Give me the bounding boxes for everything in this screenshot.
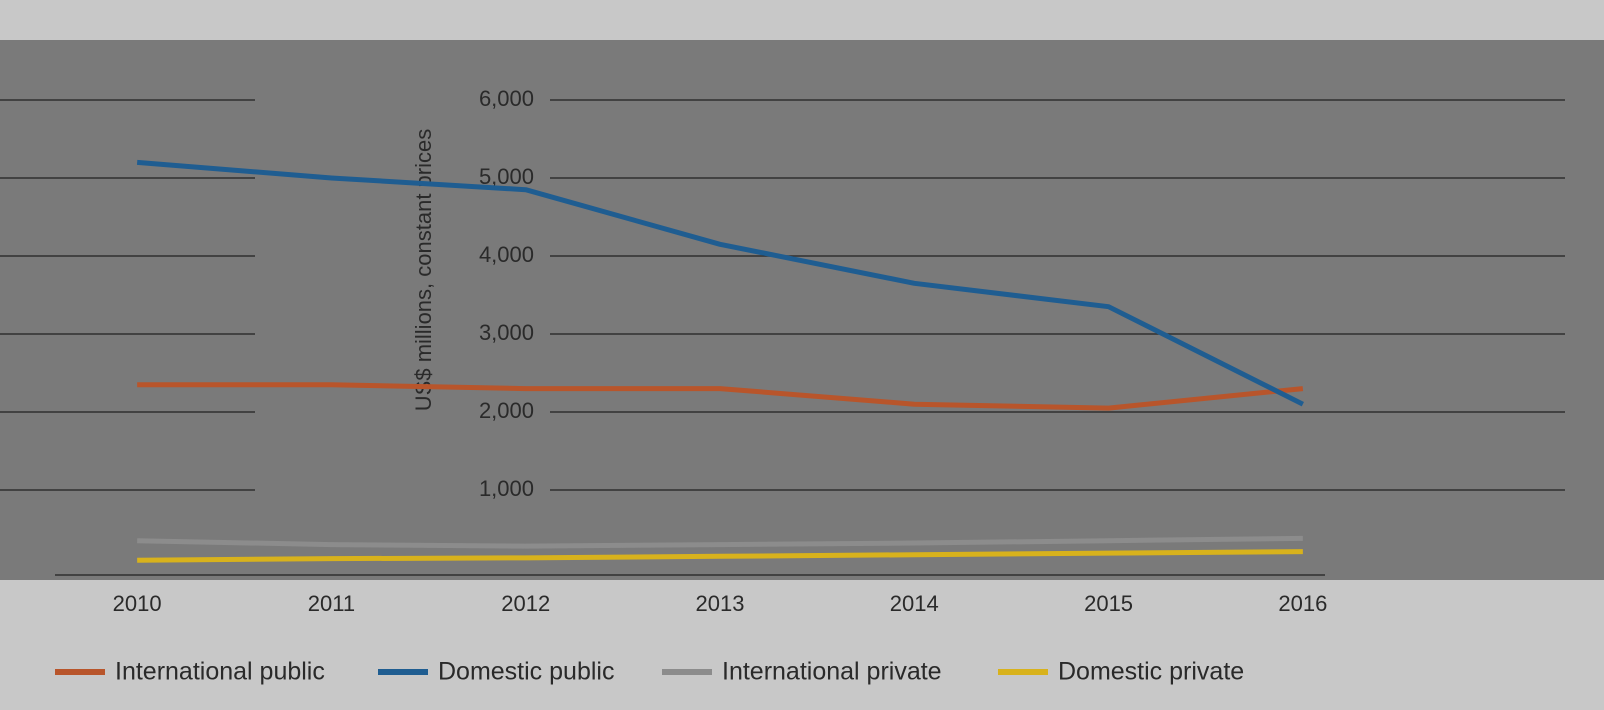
x-tick-label: 2012	[501, 591, 550, 616]
x-tick-label: 2010	[113, 591, 162, 616]
x-tick-label: 2015	[1084, 591, 1133, 616]
series-line	[137, 535, 1303, 549]
x-tick-label: 2016	[1278, 591, 1327, 616]
legend-label: Domestic public	[438, 658, 614, 686]
y-tick-label: 5,000	[479, 164, 534, 189]
series-line	[137, 549, 1303, 563]
legend-label: Domestic private	[1058, 658, 1244, 686]
legend-label: International private	[722, 658, 942, 686]
legend-label: International public	[115, 658, 325, 686]
series-line	[136, 159, 1304, 407]
series-line	[137, 382, 1304, 411]
y-tick-label: 1,000	[479, 476, 534, 501]
x-tick-label: 2014	[890, 591, 939, 616]
y-tick-label: 4,000	[479, 242, 534, 267]
x-tick-label: 2011	[308, 591, 355, 616]
y-tick-label: 2,000	[479, 398, 534, 423]
x-tick-label: 2013	[696, 591, 745, 616]
y-tick-label: 6,000	[479, 86, 534, 111]
y-axis-label: US$ millions, constant prices	[411, 129, 436, 411]
y-tick-label: 3,000	[479, 320, 534, 345]
plot-background	[0, 40, 1604, 580]
